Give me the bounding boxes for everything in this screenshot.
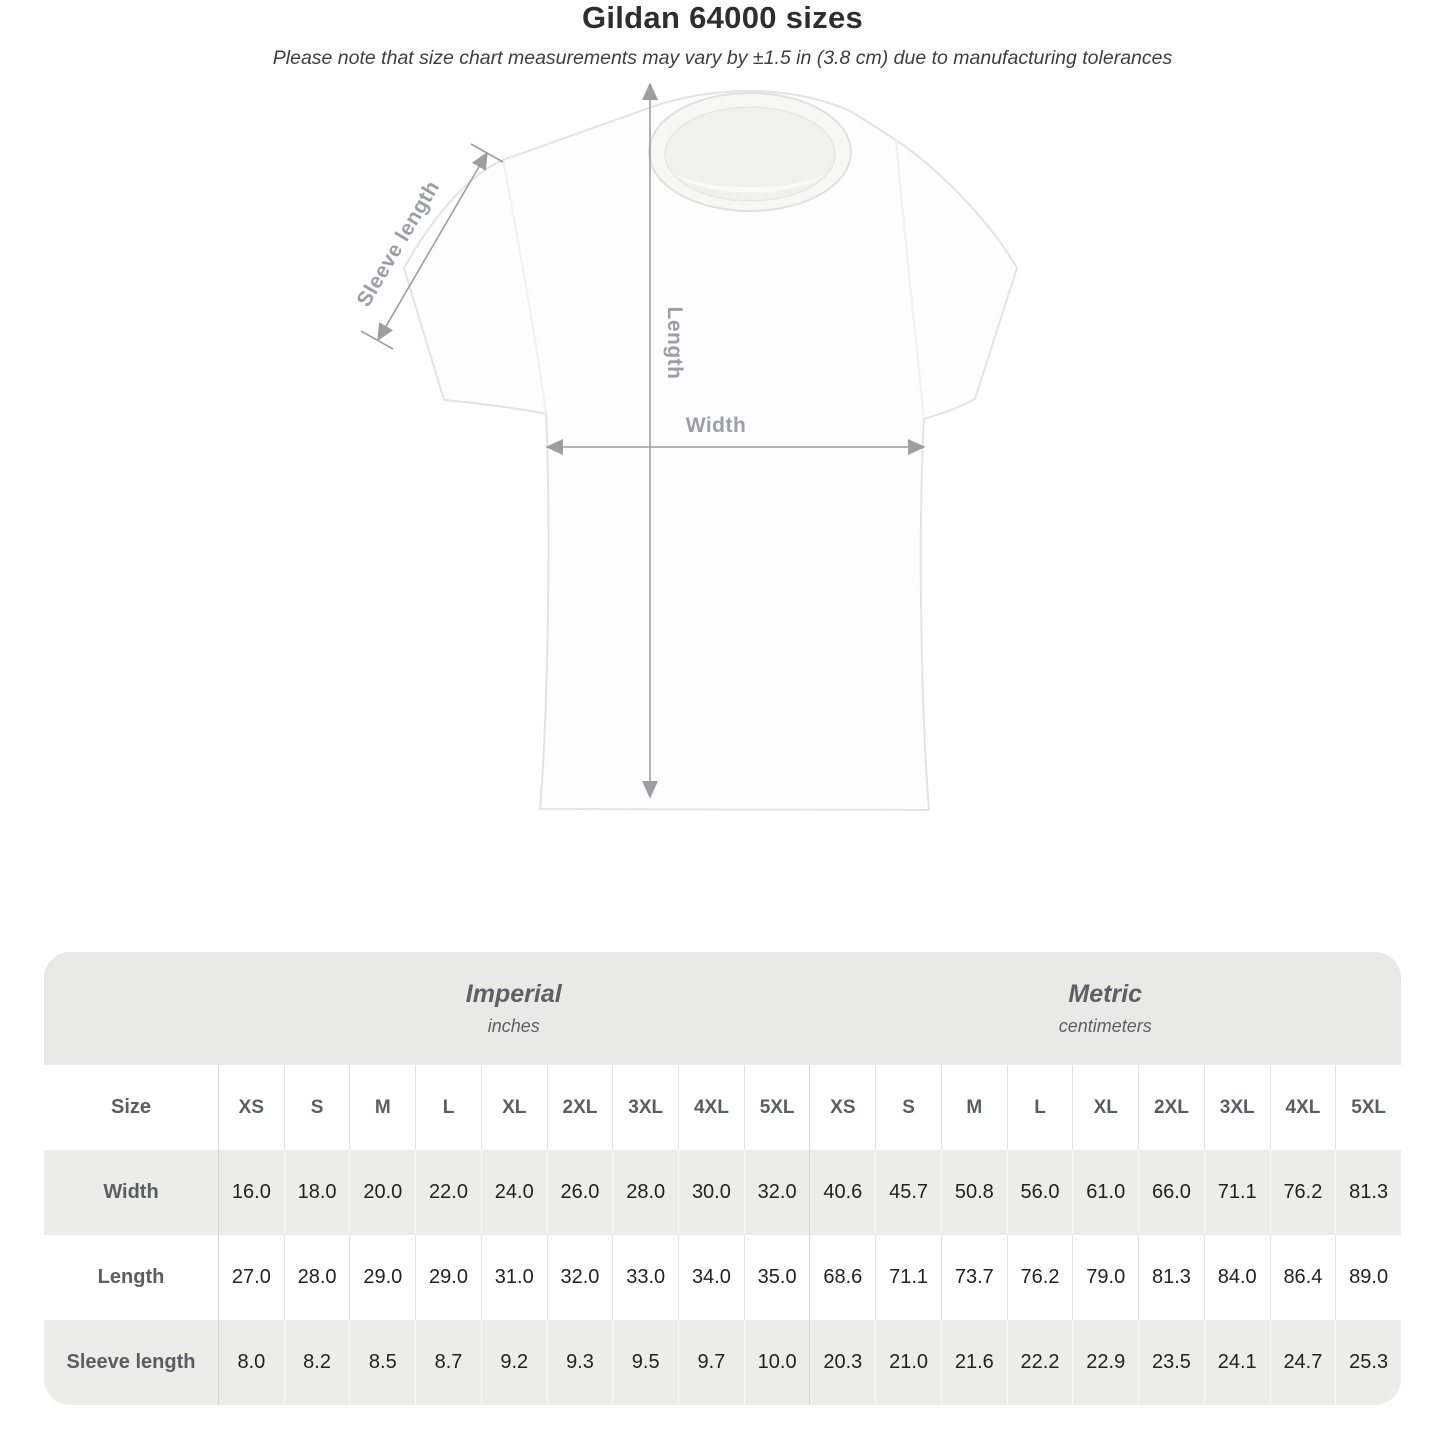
table-cell: 25.3 xyxy=(1335,1320,1401,1405)
table-cell: 8.2 xyxy=(283,1320,350,1405)
unit-group-metric: Metric centimeters xyxy=(809,952,1401,1065)
size-table: Imperial inches Metric centimeters Size XS S M L… xyxy=(44,952,1401,1405)
table-cell: 9.2 xyxy=(480,1320,547,1405)
table-band-corner xyxy=(44,952,218,1065)
table-cell: 18.0 xyxy=(283,1150,350,1235)
table-cell: 24.0 xyxy=(480,1150,547,1235)
row-label: Sleeve length xyxy=(44,1320,218,1405)
length-label: Length xyxy=(663,307,686,380)
size-col-header: 3XL xyxy=(612,1065,679,1150)
table-cell: 66.0 xyxy=(1138,1150,1204,1235)
table-cell: 31.0 xyxy=(480,1235,547,1320)
left-sleeve-seam xyxy=(502,159,547,415)
table-cell: 9.3 xyxy=(546,1320,613,1405)
table-cell: 23.5 xyxy=(1138,1320,1204,1405)
collar-highlight xyxy=(668,170,832,193)
table-cell: 22.0 xyxy=(415,1150,481,1235)
unit-group-name: Imperial xyxy=(465,980,562,1008)
table-cell: 24.1 xyxy=(1203,1320,1270,1405)
heading-block: Gildan 64000 sizes Please note that size… xyxy=(0,0,1445,70)
table-cell: 20.3 xyxy=(809,1320,876,1405)
size-col-header: XS xyxy=(809,1065,876,1150)
table-cell: 26.0 xyxy=(546,1150,613,1235)
table-cell: 33.0 xyxy=(612,1235,679,1320)
table-cell: 28.0 xyxy=(612,1150,679,1235)
table-cell: 9.7 xyxy=(678,1320,744,1405)
size-col-header: 2XL xyxy=(546,1065,613,1150)
page-title: Gildan 64000 sizes xyxy=(581,0,864,35)
size-col-header: L xyxy=(1006,1065,1073,1150)
table-cell: 29.0 xyxy=(349,1235,416,1320)
size-col-header: 5XL xyxy=(743,1065,810,1150)
size-col-header: M xyxy=(349,1065,416,1150)
table-cell: 45.7 xyxy=(875,1150,941,1235)
size-col-header: M xyxy=(940,1065,1007,1150)
table-cell: 84.0 xyxy=(1203,1235,1270,1320)
table-cell: 24.7 xyxy=(1269,1320,1336,1405)
table-cell: 50.8 xyxy=(940,1150,1007,1235)
table-cell: 40.6 xyxy=(809,1150,876,1235)
sleeve-length-arrow xyxy=(360,143,504,350)
size-col-header: S xyxy=(875,1065,941,1150)
tshirt-image xyxy=(402,89,1019,812)
table-cell: 73.7 xyxy=(940,1235,1007,1320)
table-cell: 35.0 xyxy=(743,1235,810,1320)
table-cell: 56.0 xyxy=(1006,1150,1073,1235)
table-cell: 22.2 xyxy=(1006,1320,1073,1405)
table-cell: 81.3 xyxy=(1335,1150,1401,1235)
row-label: Width xyxy=(44,1150,218,1235)
table-cell: 8.7 xyxy=(415,1320,481,1405)
size-col-header: 4XL xyxy=(1269,1065,1336,1150)
unit-group-unit: inches xyxy=(487,1016,540,1036)
table-cell: 8.5 xyxy=(349,1320,416,1405)
table-cell: 86.4 xyxy=(1269,1235,1336,1320)
size-col-header: L xyxy=(415,1065,481,1150)
size-col-header: 3XL xyxy=(1203,1065,1270,1150)
table-cell: 20.0 xyxy=(349,1150,416,1235)
table-cell: 76.2 xyxy=(1006,1235,1073,1320)
table-cell: 27.0 xyxy=(218,1235,284,1320)
table-cell: 81.3 xyxy=(1138,1235,1204,1320)
size-col-header: XL xyxy=(480,1065,547,1150)
table-cell: 16.0 xyxy=(218,1150,284,1235)
table-cell: 32.0 xyxy=(743,1150,810,1235)
table-cell: 68.6 xyxy=(809,1235,876,1320)
table-cell: 71.1 xyxy=(875,1235,941,1320)
table-cell: 71.1 xyxy=(1203,1150,1270,1235)
size-corner-label: Size xyxy=(44,1065,218,1150)
table-cell: 9.5 xyxy=(612,1320,679,1405)
unit-group-unit: centimeters xyxy=(1058,1016,1152,1036)
size-col-header: 2XL xyxy=(1138,1065,1204,1150)
table-cell: 76.2 xyxy=(1269,1150,1336,1235)
collar-opening xyxy=(664,106,836,202)
size-col-header: 4XL xyxy=(678,1065,744,1150)
table-cell: 79.0 xyxy=(1072,1235,1139,1320)
unit-group-name: Metric xyxy=(1068,980,1143,1008)
width-label: Width xyxy=(686,414,747,437)
size-col-header: XL xyxy=(1072,1065,1139,1150)
table-cell: 21.6 xyxy=(940,1320,1007,1405)
size-col-header: 5XL xyxy=(1335,1065,1401,1150)
table-cell: 89.0 xyxy=(1335,1235,1401,1320)
table-cell: 10.0 xyxy=(743,1320,810,1405)
size-col-header: XS xyxy=(218,1065,284,1150)
table-cell: 32.0 xyxy=(546,1235,613,1320)
row-label: Length xyxy=(44,1235,218,1320)
unit-group-imperial: Imperial inches xyxy=(218,952,810,1065)
table-cell: 30.0 xyxy=(678,1150,744,1235)
table-cell: 34.0 xyxy=(678,1235,744,1320)
table-cell: 8.0 xyxy=(218,1320,284,1405)
table-cell: 22.9 xyxy=(1072,1320,1139,1405)
table-cell: 61.0 xyxy=(1072,1150,1139,1235)
tolerance-note: Please note that size chart measurements… xyxy=(272,47,1173,69)
table-cell: 29.0 xyxy=(415,1235,481,1320)
right-sleeve-seam xyxy=(895,139,925,420)
table-cell: 28.0 xyxy=(283,1235,350,1320)
tshirt-measurement-diagram: Sleeve length Length Width xyxy=(352,82,1019,812)
size-col-header: S xyxy=(283,1065,350,1150)
table-cell: 21.0 xyxy=(875,1320,941,1405)
